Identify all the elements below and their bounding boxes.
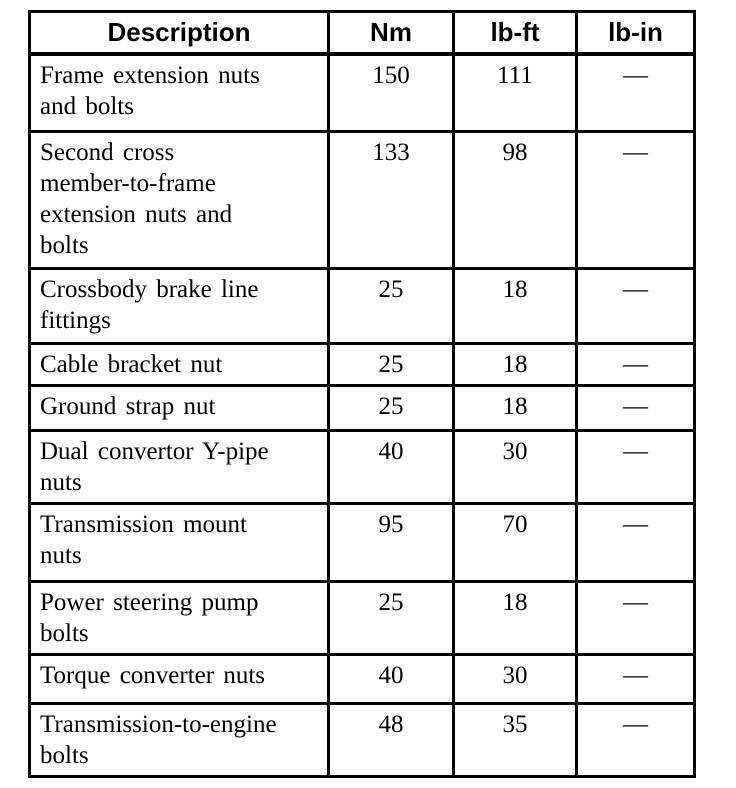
table-row-cable-bracket: Cable bracket nut 25 18 — — [28, 342, 696, 387]
lb-in-value-cell: — — [575, 342, 696, 387]
description-cell: Frame extension nuts and bolts — [28, 52, 330, 133]
nm-value-cell: 25 — [327, 580, 455, 656]
torque-specifications-table: Description Nm lb-ft lb-in Frame extensi… — [28, 10, 696, 778]
lb-ft-value-cell: 111 — [452, 52, 578, 133]
column-header-nm: Nm — [327, 10, 455, 56]
nm-value-cell: 25 — [327, 384, 455, 432]
table-row-dual-convertor-y-pipe: Dual convertor Y-pipe nuts 40 30 — — [28, 429, 696, 505]
table-row-second-cross-member: Second cross member-to-frame extension n… — [28, 130, 696, 270]
table-row-torque-converter: Torque converter nuts 40 30 — — [28, 653, 696, 705]
column-header-lb-ft: lb-ft — [452, 10, 578, 56]
nm-value-cell: 150 — [327, 52, 455, 133]
lb-ft-value-cell: 30 — [452, 429, 578, 505]
lb-in-value-cell: — — [575, 130, 696, 270]
lb-in-value-cell: — — [575, 52, 696, 133]
description-cell: Cable bracket nut — [28, 342, 330, 387]
nm-value-cell: 95 — [327, 502, 455, 583]
lb-ft-value-cell: 18 — [452, 580, 578, 656]
description-cell: Torque converter nuts — [28, 653, 330, 705]
nm-value-cell: 40 — [327, 653, 455, 705]
lb-in-value-cell: — — [575, 702, 696, 778]
description-cell: Ground strap nut — [28, 384, 330, 432]
description-cell: Crossbody brake line fittings — [28, 267, 330, 345]
nm-value-cell: 48 — [327, 702, 455, 778]
lb-ft-value-cell: 30 — [452, 653, 578, 705]
description-cell: Transmission-to-engine bolts — [28, 702, 330, 778]
lb-ft-value-cell: 98 — [452, 130, 578, 270]
table-row-transmission-to-engine: Transmission-to-engine bolts 48 35 — — [28, 702, 696, 778]
description-cell: Second cross member-to-frame extension n… — [28, 130, 330, 270]
nm-value-cell: 25 — [327, 342, 455, 387]
description-cell: Dual convertor Y-pipe nuts — [28, 429, 330, 505]
table-row-crossbody-brake-line: Crossbody brake line fittings 25 18 — — [28, 267, 696, 345]
lb-in-value-cell: — — [575, 502, 696, 583]
header-row: Description Nm lb-ft lb-in — [28, 10, 696, 56]
lb-ft-value-cell: 35 — [452, 702, 578, 778]
nm-value-cell: 25 — [327, 267, 455, 345]
nm-value-cell: 40 — [327, 429, 455, 505]
column-header-lb-in: lb-in — [575, 10, 696, 56]
table-row-ground-strap: Ground strap nut 25 18 — — [28, 384, 696, 432]
table-body: Frame extension nuts and bolts 150 111 —… — [28, 52, 696, 778]
lb-ft-value-cell: 18 — [452, 342, 578, 387]
lb-in-value-cell: — — [575, 384, 696, 432]
lb-in-value-cell: — — [575, 580, 696, 656]
lb-in-value-cell: — — [575, 653, 696, 705]
lb-ft-value-cell: 18 — [452, 384, 578, 432]
nm-value-cell: 133 — [327, 130, 455, 270]
lb-ft-value-cell: 18 — [452, 267, 578, 345]
table-row-frame-extension: Frame extension nuts and bolts 150 111 — — [28, 52, 696, 133]
table-row-power-steering-pump: Power steering pump bolts 25 18 — — [28, 580, 696, 656]
description-cell: Transmission mount nuts — [28, 502, 330, 583]
column-header-description: Description — [28, 10, 330, 56]
description-cell: Power steering pump bolts — [28, 580, 330, 656]
lb-in-value-cell: — — [575, 267, 696, 345]
table-header: Description Nm lb-ft lb-in — [28, 10, 696, 56]
lb-in-value-cell: — — [575, 429, 696, 505]
table-row-transmission-mount: Transmission mount nuts 95 70 — — [28, 502, 696, 583]
lb-ft-value-cell: 70 — [452, 502, 578, 583]
